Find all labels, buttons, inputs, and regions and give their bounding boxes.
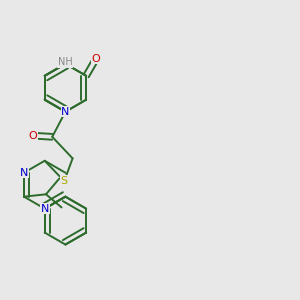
Text: N: N (40, 204, 49, 214)
Text: N: N (20, 168, 28, 178)
Text: S: S (61, 176, 68, 186)
Text: NH: NH (58, 57, 73, 67)
Text: O: O (92, 54, 100, 64)
Text: O: O (29, 130, 38, 141)
Text: N: N (61, 107, 70, 117)
